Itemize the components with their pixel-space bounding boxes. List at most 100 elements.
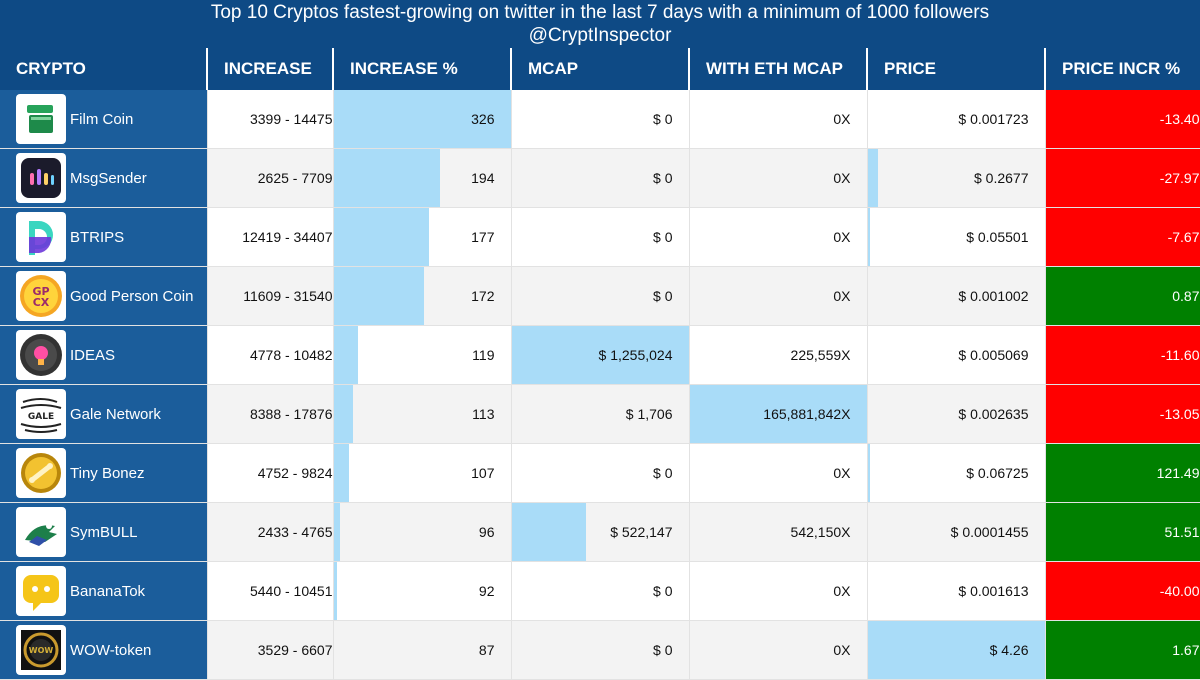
increase-cell: 11609 - 31540: [207, 266, 334, 326]
eth-mcap-cell: 225,559X: [689, 325, 868, 385]
crypto-cell: BTRIPS: [0, 207, 208, 267]
col-header-increase: INCREASE: [207, 48, 334, 90]
price-bar: [867, 149, 879, 207]
crypto-cell: WOW WOW-token: [0, 620, 208, 680]
col-header-crypto: CRYPTO: [0, 48, 208, 90]
increase-pct-cell: 177: [333, 207, 512, 267]
crypto-name: Film Coin: [70, 110, 134, 128]
mcap-cell: $ 0: [511, 148, 690, 208]
crypto-name: MsgSender: [70, 169, 147, 187]
crypto-cell: Film Coin: [0, 90, 208, 149]
price-change-cell: -13.05: [1045, 384, 1200, 444]
mcap-cell: $ 522,147: [511, 502, 690, 562]
column-header-row: CRYPTO INCREASE INCREASE % MCAP WITH ETH…: [0, 48, 1200, 90]
increase-pct-value: 177: [471, 229, 495, 245]
crypto-cell: BananaTok: [0, 561, 208, 621]
svg-text:CX: CX: [33, 296, 50, 309]
increase-pct-value: 172: [471, 288, 495, 304]
increase-pct-bar: [333, 385, 353, 443]
eth-mcap-cell: 0X: [689, 620, 868, 680]
col-header-price-incr: PRICE INCR %: [1045, 48, 1200, 90]
btrips-logo: [16, 212, 66, 262]
table-row: BTRIPS 12419 - 34407 177 $ 0 0X $ 0.05501 -7.6…: [0, 207, 1200, 267]
mcap-value: $ 0: [653, 229, 673, 245]
eth-mcap-value: 165,881,842X: [763, 406, 851, 422]
price-value: $ 0.05501: [966, 229, 1029, 245]
crypto-cell: GP CX Good Person Coin: [0, 266, 208, 326]
eth-mcap-cell: 0X: [689, 148, 868, 208]
price-value: $ 0.0001455: [950, 524, 1029, 540]
increase-pct-bar: [333, 149, 440, 207]
bananatok-logo: [16, 566, 66, 616]
increase-pct-cell: 113: [333, 384, 512, 444]
mcap-value: $ 522,147: [610, 524, 673, 540]
crypto-name: IDEAS: [70, 346, 116, 364]
price-cell: $ 4.26: [867, 620, 1046, 680]
increase-pct-value: 119: [472, 347, 495, 363]
price-change-cell: 121.49: [1045, 443, 1200, 503]
increase-pct-bar: [333, 267, 424, 325]
col-header-eth-mcap: WITH ETH MCAP: [689, 48, 868, 90]
crypto-table: CRYPTO INCREASE INCREASE % MCAP WITH ETH…: [0, 48, 1200, 680]
msgsender-logo: [16, 153, 66, 203]
tiny-bonez-logo: [16, 448, 66, 498]
price-change-cell: 0.87: [1045, 266, 1200, 326]
price-cell: $ 0.05501: [867, 207, 1046, 267]
crypto-name: WOW-token: [70, 641, 152, 659]
price-cell: $ 0.2677: [867, 148, 1046, 208]
mcap-cell: $ 0: [511, 207, 690, 267]
page-title: Top 10 Cryptos fastest-growing on twitte…: [210, 2, 990, 23]
price-cell: $ 0.002635: [867, 384, 1046, 444]
increase-cell: 12419 - 34407: [207, 207, 334, 267]
increase-pct-value: 92: [478, 583, 495, 599]
price-cell: $ 0.001723: [867, 90, 1046, 149]
increase-cell: 4778 - 10482: [207, 325, 334, 385]
eth-mcap-cell: 542,150X: [689, 502, 868, 562]
eth-mcap-value: 0X: [833, 111, 851, 127]
mcap-bar: [511, 326, 689, 384]
table-row: BananaTok 5440 - 10451 92 $ 0 0X $ 0.001613 -4…: [0, 561, 1200, 621]
col-header-increase-pct: INCREASE %: [333, 48, 512, 90]
increase-pct-value: 194: [471, 170, 495, 186]
eth-mcap-cell: 0X: [689, 266, 868, 326]
mcap-cell: $ 0: [511, 561, 690, 621]
increase-cell: 3399 - 14475: [207, 90, 334, 149]
eth-mcap-value: 0X: [833, 229, 851, 245]
mcap-cell: $ 1,706: [511, 384, 690, 444]
increase-pct-bar: [333, 444, 350, 502]
crypto-name: BTRIPS: [70, 228, 125, 246]
mcap-cell: $ 1,255,024: [511, 325, 690, 385]
table-row: WOW WOW-token 3529 - 6607 87 $ 0 0X $ 4.26 1.67: [0, 620, 1200, 680]
price-change-cell: -27.97: [1045, 148, 1200, 208]
increase-pct-cell: 87: [333, 620, 512, 680]
increase-pct-bar: [333, 90, 511, 148]
increase-pct-cell: 107: [333, 443, 512, 503]
increase-pct-value: 107: [471, 465, 495, 481]
increase-cell: 2433 - 4765: [207, 502, 334, 562]
price-value: $ 0.001613: [958, 583, 1029, 599]
increase-cell: 4752 - 9824: [207, 443, 334, 503]
mcap-value: $ 0: [653, 642, 673, 658]
mcap-value: $ 1,706: [625, 406, 673, 422]
price-value: $ 0.001723: [958, 111, 1029, 127]
crypto-cell: MsgSender: [0, 148, 208, 208]
ideas-logo: [16, 330, 66, 380]
increase-pct-value: 326: [471, 111, 495, 127]
table-row: MsgSender 2625 - 7709 194 $ 0 0X $ 0.2677 -27.…: [0, 148, 1200, 208]
price-cell: $ 0.001613: [867, 561, 1046, 621]
increase-pct-cell: 326: [333, 90, 512, 149]
price-value: $ 0.005069: [958, 347, 1029, 363]
increase-pct-cell: 92: [333, 561, 512, 621]
mcap-cell: $ 0: [511, 620, 690, 680]
gale-network-logo: GALE: [16, 389, 66, 439]
increase-cell: 2625 - 7709: [207, 148, 334, 208]
table-row: SymBULL 2433 - 4765 96 $ 522,147 542,150X $ 0…: [0, 502, 1200, 562]
crypto-cell: IDEAS: [0, 325, 208, 385]
increase-pct-value: 113: [472, 406, 495, 422]
price-change-cell: -40.00: [1045, 561, 1200, 621]
crypto-name: SymBULL: [70, 523, 138, 541]
mcap-value: $ 1,255,024: [598, 347, 673, 363]
table-row: Film Coin 3399 - 14475 326 $ 0 0X $ 0.001723-…: [0, 90, 1200, 149]
col-header-price: PRICE: [867, 48, 1046, 90]
